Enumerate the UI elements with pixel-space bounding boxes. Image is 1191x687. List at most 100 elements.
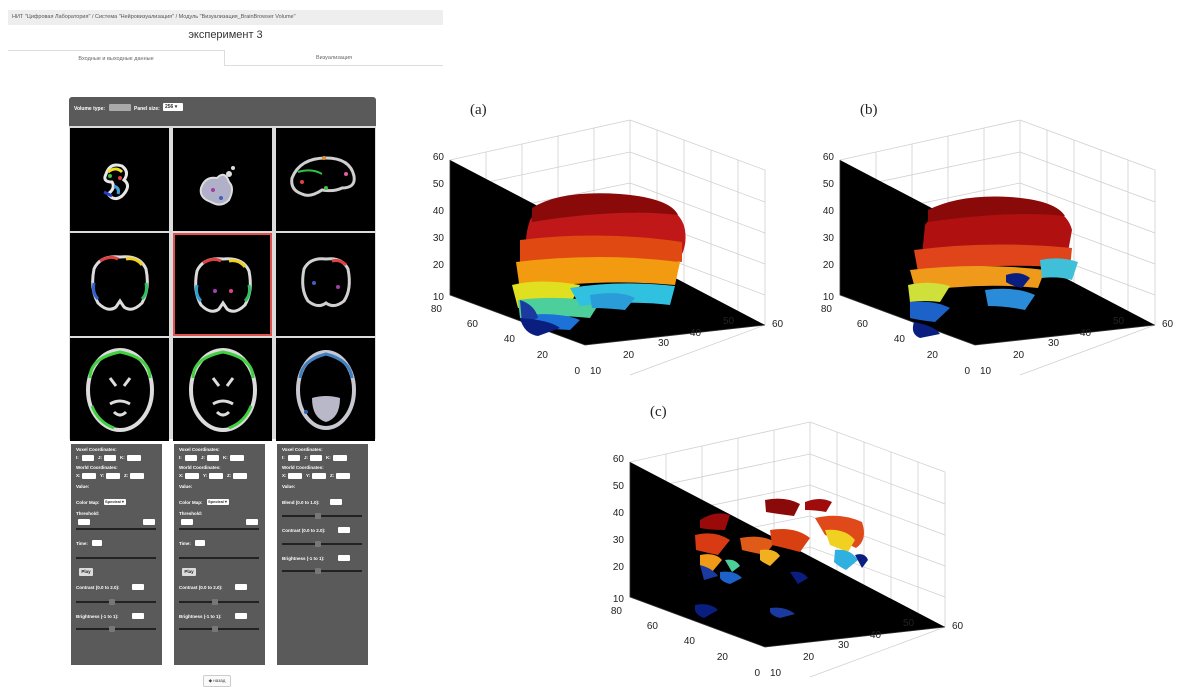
slice-view-selected[interactable] [173, 233, 272, 336]
voxel-i-field[interactable] [82, 455, 94, 461]
panel-size-select[interactable]: 256 ▾ [163, 103, 183, 111]
value-label: Value: [179, 484, 193, 489]
panel-size-label: Panel size: [134, 106, 160, 112]
tab-visualization[interactable]: Визуализация [225, 50, 443, 66]
contrast-slider-handle[interactable] [109, 599, 115, 605]
blend-field[interactable] [330, 499, 342, 505]
z-tick-label: 50 [433, 179, 445, 190]
threshold-max-field[interactable] [143, 519, 155, 525]
z-tick-label: 30 [433, 233, 445, 244]
back-button[interactable]: ◆ назад [203, 675, 231, 687]
world-x-field[interactable] [185, 473, 199, 479]
slice-view[interactable] [173, 128, 272, 231]
x-tick-label: 30 [838, 640, 850, 651]
time-slider[interactable] [76, 557, 156, 559]
y-tick-label: 0 [574, 366, 580, 377]
brightness-field[interactable] [132, 613, 144, 619]
voxel-i-field[interactable] [288, 455, 300, 461]
voxel-k-field[interactable] [127, 455, 141, 461]
brightness-field[interactable] [338, 555, 350, 561]
slice-view[interactable] [276, 233, 375, 336]
threshold-min-field[interactable] [78, 519, 90, 525]
threshold-slider[interactable] [179, 528, 259, 530]
z-tick-label: 40 [823, 206, 835, 217]
tab-input-output-data[interactable]: Входные и выходные данные [8, 50, 225, 66]
world-x-label: X: [76, 473, 81, 478]
y-tick-label: 40 [684, 636, 696, 647]
slice-view[interactable] [276, 338, 375, 441]
contrast-field[interactable] [338, 527, 350, 533]
slice-view[interactable] [70, 128, 169, 231]
brain-slice-image [91, 255, 149, 311]
color-map-select[interactable]: Spectral ▾ [207, 499, 229, 505]
brightness-slider[interactable] [179, 628, 259, 630]
threshold-slider[interactable] [76, 528, 156, 530]
slice-view[interactable] [70, 233, 169, 336]
brain-slice-image [189, 348, 257, 432]
contrast-slider-handle[interactable] [212, 599, 218, 605]
blend-slider[interactable] [282, 515, 362, 517]
z-tick-label: 50 [613, 481, 625, 492]
contrast-slider[interactable] [179, 601, 259, 603]
slice-view[interactable] [70, 338, 169, 441]
world-x-field[interactable] [82, 473, 96, 479]
x-tick-label: 50 [723, 316, 735, 327]
world-y-field[interactable] [312, 473, 326, 479]
3d-plot-a: (a) 60 50 40 30 20 10 80 60 40 20 0 10 2… [431, 102, 784, 377]
voxel-j-field[interactable] [207, 455, 219, 461]
voxel-k-field[interactable] [333, 455, 347, 461]
world-z-field[interactable] [130, 473, 144, 479]
world-z-label: Z: [330, 473, 335, 478]
voxel-coordinates-label: Voxel Coordinates: [282, 447, 323, 452]
x-tick-label: 10 [770, 668, 782, 679]
contrast-field[interactable] [235, 584, 247, 590]
brightness-label: Brightness (-1 to 1): [179, 614, 222, 619]
threshold-max-field[interactable] [246, 519, 258, 525]
time-slider[interactable] [179, 557, 259, 559]
voxel-i-field[interactable] [185, 455, 197, 461]
x-tick-label: 20 [623, 350, 635, 361]
contrast-slider[interactable] [282, 543, 362, 545]
x-tick-label: 60 [952, 621, 964, 632]
world-z-field[interactable] [233, 473, 247, 479]
threshold-min-field[interactable] [181, 519, 193, 525]
time-field[interactable] [92, 540, 102, 546]
color-map-select[interactable]: Spectral ▾ [104, 499, 126, 505]
slice-grid [69, 126, 376, 441]
voxel-j-field[interactable] [310, 455, 322, 461]
slice-view[interactable] [276, 128, 375, 231]
voxel-j-field[interactable] [104, 455, 116, 461]
brightness-label: Brightness (-1 to 1): [76, 614, 119, 619]
voxel-k-field[interactable] [230, 455, 244, 461]
brightness-slider-handle[interactable] [109, 626, 115, 632]
play-button[interactable]: Play [182, 568, 196, 576]
brain-slice-image [199, 166, 235, 206]
contrast-slider[interactable] [76, 601, 156, 603]
play-button[interactable]: Play [79, 568, 93, 576]
brightness-field[interactable] [235, 613, 247, 619]
world-y-field[interactable] [209, 473, 223, 479]
slice-view[interactable] [173, 338, 272, 441]
contrast-field[interactable] [132, 584, 144, 590]
z-tick-label: 20 [823, 260, 835, 271]
x-tick-label: 40 [870, 630, 882, 641]
x-tick-label: 10 [980, 366, 992, 377]
voxel-cloud [695, 498, 868, 618]
brightness-slider[interactable] [76, 628, 156, 630]
y-tick-label: 80 [611, 606, 623, 617]
brightness-slider[interactable] [282, 570, 362, 572]
brightness-slider-handle[interactable] [315, 568, 321, 574]
brightness-slider-handle[interactable] [212, 626, 218, 632]
y-tick-label: 80 [431, 304, 443, 315]
world-y-field[interactable] [106, 473, 120, 479]
volume-type-select[interactable] [109, 104, 131, 111]
contrast-slider-handle[interactable] [315, 541, 321, 547]
z-tick-label: 10 [823, 292, 835, 303]
x-tick-label: 60 [1162, 319, 1174, 330]
time-field[interactable] [195, 540, 205, 546]
blend-slider-handle[interactable] [315, 513, 321, 519]
voxel-j-label: J: [304, 455, 309, 460]
world-z-field[interactable] [336, 473, 350, 479]
y-tick-label: 0 [964, 366, 970, 377]
world-x-field[interactable] [288, 473, 302, 479]
